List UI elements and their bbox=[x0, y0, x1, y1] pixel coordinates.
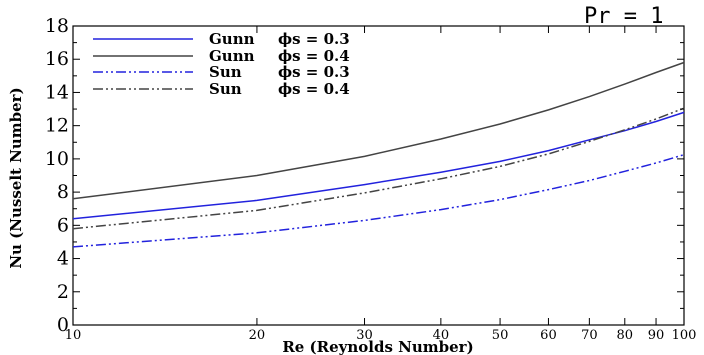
legend-name-3: Sun bbox=[209, 63, 242, 81]
y-axis-label: Nu (Nusselt Number) bbox=[7, 87, 25, 268]
y-tick-label: 18 bbox=[45, 15, 69, 37]
y-tick-label: 12 bbox=[45, 115, 69, 137]
legend-phi-1: ϕs = 0.3 bbox=[278, 30, 350, 48]
series-group bbox=[72, 61, 685, 248]
x-tick-label: 100 bbox=[672, 328, 697, 343]
plot-frame bbox=[72, 25, 685, 326]
x-tick-label: 40 bbox=[433, 328, 450, 343]
plot-area bbox=[72, 25, 685, 326]
legend-name-1: Gunn bbox=[209, 30, 255, 48]
series-line-3 bbox=[72, 153, 685, 248]
x-tick-label: 50 bbox=[492, 328, 509, 343]
y-tick-label: 2 bbox=[57, 281, 69, 303]
x-tick-label: 30 bbox=[356, 328, 373, 343]
series-line-1 bbox=[72, 111, 685, 220]
y-tick-label: 8 bbox=[57, 181, 69, 203]
legend-name-4: Sun bbox=[209, 80, 242, 98]
legend-phi-4: ϕs = 0.4 bbox=[278, 80, 350, 98]
y-tick-label: 10 bbox=[45, 148, 69, 170]
x-tick-label: 20 bbox=[249, 328, 266, 343]
y-tick-label: 0 bbox=[57, 314, 69, 336]
series-line-2 bbox=[72, 61, 685, 200]
x-tick-label: 70 bbox=[581, 328, 598, 343]
legend: Gunn ϕs = 0.3 Gunn ϕs = 0.4 Sun ϕs = 0.3 Sun ϕs… bbox=[93, 30, 350, 98]
y-tick-label: 6 bbox=[57, 214, 69, 236]
x-tick-label: 80 bbox=[617, 328, 634, 343]
series-line-4 bbox=[72, 107, 685, 230]
x-tick-label: 10 bbox=[65, 328, 82, 343]
x-axis-label: Re (Reynolds Number) bbox=[282, 338, 473, 355]
legend-phi-2: ϕs = 0.4 bbox=[278, 47, 350, 65]
tick-group: 0 2 4 6 8 10 12 14 16 18 10 20 30 40 50 60 70 80 90 100 bbox=[45, 15, 697, 343]
legend-name-2: Gunn bbox=[209, 47, 255, 65]
x-tick-label: 90 bbox=[648, 328, 665, 343]
x-tick-label: 60 bbox=[540, 328, 557, 343]
annotation-pr: Pr = 1 bbox=[584, 4, 663, 29]
y-tick-label: 16 bbox=[45, 48, 69, 70]
legend-phi-3: ϕs = 0.3 bbox=[278, 63, 350, 81]
y-tick-label: 4 bbox=[57, 248, 69, 270]
y-tick-label: 14 bbox=[45, 81, 69, 103]
